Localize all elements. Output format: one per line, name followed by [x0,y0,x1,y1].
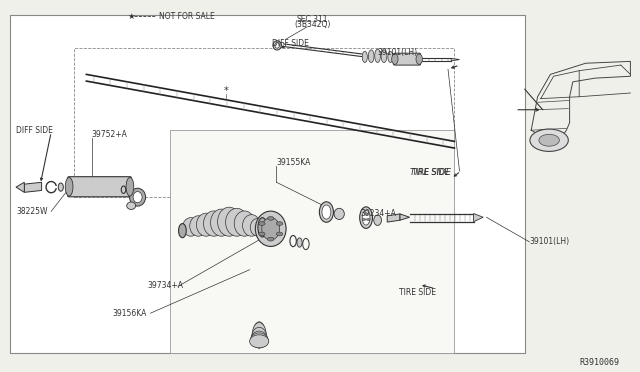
Ellipse shape [388,51,393,62]
Circle shape [268,217,274,220]
Ellipse shape [273,41,282,50]
Circle shape [268,237,274,241]
Ellipse shape [362,210,370,225]
Ellipse shape [189,216,207,236]
Text: (3B342Q): (3B342Q) [294,20,330,29]
Ellipse shape [252,323,266,348]
Text: 39156KA: 39156KA [112,309,147,318]
Ellipse shape [226,208,248,236]
Text: DIFF SIDE: DIFF SIDE [16,126,53,135]
Circle shape [276,232,283,236]
Text: 39101(LH): 39101(LH) [529,237,570,246]
Polygon shape [474,214,483,222]
Text: SEC.311: SEC.311 [296,15,328,24]
Text: 39234+A: 39234+A [360,209,396,218]
Ellipse shape [262,218,280,240]
FancyBboxPatch shape [394,53,420,65]
Ellipse shape [255,211,286,247]
Ellipse shape [250,218,266,236]
Polygon shape [387,214,400,222]
Ellipse shape [251,331,268,348]
Ellipse shape [65,177,73,196]
Ellipse shape [297,238,302,247]
Circle shape [364,213,368,215]
Ellipse shape [416,54,422,64]
Ellipse shape [258,218,267,237]
Ellipse shape [375,49,380,62]
Ellipse shape [126,177,134,196]
Ellipse shape [183,218,198,236]
Polygon shape [400,214,410,220]
Text: TIRE SIDE: TIRE SIDE [412,169,449,177]
Ellipse shape [360,207,372,228]
Ellipse shape [204,211,224,236]
Text: *: * [224,86,228,96]
Ellipse shape [234,211,255,236]
Ellipse shape [211,209,232,236]
Circle shape [259,222,265,225]
Ellipse shape [129,188,146,206]
Ellipse shape [392,54,398,64]
Ellipse shape [253,322,266,348]
Ellipse shape [133,192,142,203]
Ellipse shape [253,324,265,348]
Bar [170,130,454,353]
Text: TIRE SIDE: TIRE SIDE [410,169,451,177]
Text: TIRE SIDE: TIRE SIDE [399,288,436,296]
Text: NOT FOR SALE: NOT FOR SALE [159,12,214,21]
Ellipse shape [381,50,387,62]
Ellipse shape [127,202,136,209]
Ellipse shape [250,333,268,348]
Ellipse shape [275,43,280,48]
Text: ★: ★ [127,12,135,21]
Ellipse shape [252,327,267,348]
Ellipse shape [322,205,331,219]
Circle shape [539,134,559,146]
Circle shape [530,129,568,151]
Ellipse shape [218,207,241,236]
Ellipse shape [369,50,374,62]
Circle shape [259,232,265,236]
Ellipse shape [334,208,344,219]
Text: 39155KA: 39155KA [276,158,311,167]
Bar [10,15,525,353]
Text: 38225W: 38225W [16,207,47,216]
FancyBboxPatch shape [68,177,131,197]
Bar [74,48,454,197]
Ellipse shape [179,224,186,238]
Text: 39101(LH): 39101(LH) [378,48,418,57]
Circle shape [366,218,370,221]
Polygon shape [451,58,460,61]
Ellipse shape [319,202,333,222]
Ellipse shape [362,51,367,62]
Circle shape [276,222,283,225]
Text: 39752+A: 39752+A [92,130,127,139]
Polygon shape [24,182,42,192]
Text: 39734+A: 39734+A [147,281,183,290]
Ellipse shape [196,213,216,236]
Text: DIFF SIDE: DIFF SIDE [272,39,309,48]
Text: R3910069: R3910069 [580,358,620,367]
Ellipse shape [374,215,381,225]
Ellipse shape [250,335,269,348]
Ellipse shape [243,215,260,236]
Circle shape [362,218,366,221]
Ellipse shape [58,183,63,191]
Polygon shape [16,182,24,192]
